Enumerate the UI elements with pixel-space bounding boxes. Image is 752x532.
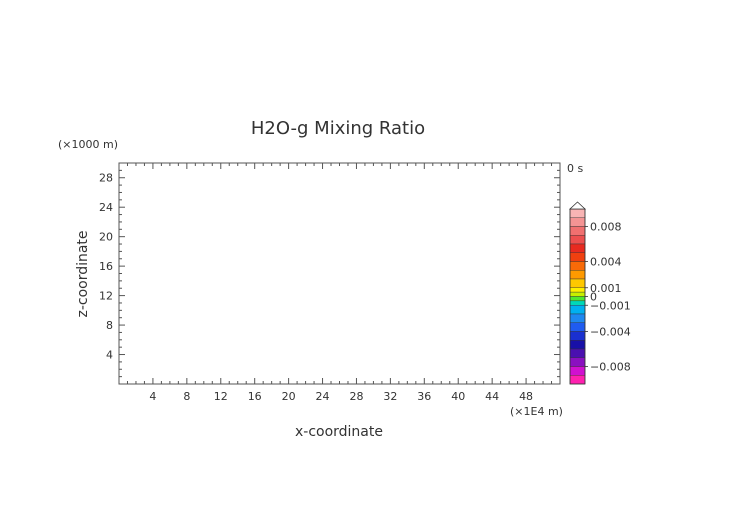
- x-tick-label: 4: [149, 390, 156, 403]
- y-tick-label: 28: [99, 172, 113, 185]
- colorbar-swatch: [569, 296, 586, 302]
- colorbar-swatch: [569, 208, 586, 218]
- x-tick-label: 48: [519, 390, 533, 403]
- time-label: 0 s: [567, 162, 583, 175]
- x-tick-label: 20: [282, 390, 296, 403]
- y-tick-label: 4: [106, 349, 113, 362]
- colorbar-label: 0.008: [590, 221, 622, 234]
- colorbar-swatch: [569, 357, 586, 367]
- x-tick-label: 32: [383, 390, 397, 403]
- colorbar-swatch: [569, 340, 586, 350]
- x-tick-label: 16: [248, 390, 262, 403]
- colorbar-swatch: [569, 291, 586, 297]
- colorbar-swatch: [569, 243, 586, 253]
- x-tick-label: 40: [451, 390, 465, 403]
- colorbar-label: 0.004: [590, 256, 622, 269]
- colorbar-swatch: [569, 278, 586, 288]
- y-tick-label: 8: [106, 319, 113, 332]
- colorbar-label: −0.004: [590, 326, 631, 339]
- chart-title: H2O-g Mixing Ratio: [251, 118, 425, 139]
- colorbar-swatch: [569, 305, 586, 315]
- colorbar-label: −0.008: [590, 361, 631, 374]
- colorbar-swatch: [569, 331, 586, 341]
- colorbar-swatch: [569, 287, 586, 293]
- colorbar-swatch: [569, 217, 586, 227]
- x-tick-label: 28: [349, 390, 363, 403]
- colorbar-swatch: [569, 261, 586, 271]
- colorbar-swatch: [569, 252, 586, 262]
- y-tick-label: 24: [99, 201, 113, 214]
- y-unit-label: (×1000 m): [58, 138, 118, 151]
- y-tick-label: 12: [99, 290, 113, 303]
- x-tick-label: 24: [316, 390, 330, 403]
- colorbar-swatch: [569, 375, 586, 385]
- y-tick-label: 20: [99, 231, 113, 244]
- colorbar-swatch: [569, 235, 586, 245]
- x-tick-label: 44: [485, 390, 499, 403]
- y-axis-label: z-coordinate: [75, 230, 91, 317]
- y-axis: 4 8 12 16 20 24 28: [99, 169, 560, 378]
- colorbar-label: −0.001: [590, 299, 631, 312]
- x-tick-label: 8: [183, 390, 190, 403]
- colorbar-swatch: [569, 348, 586, 358]
- colorbar-swatch: [569, 300, 586, 306]
- x-tick-label: 12: [214, 390, 228, 403]
- colorbar-swatch: [569, 366, 586, 376]
- colorbar-swatch: [569, 322, 586, 332]
- colorbar-label: 0: [590, 291, 597, 304]
- x-axis: 4 8 12 16 20 24 28 32 36 40 44 48: [126, 163, 553, 403]
- colorbar-swatch: [569, 313, 586, 323]
- colorbar-swatch: [569, 270, 586, 280]
- colorbar-label: 0.001: [590, 282, 622, 295]
- x-tick-label: 36: [417, 390, 431, 403]
- plot-frame: [118, 162, 561, 385]
- colorbar-swatch: [569, 226, 586, 236]
- x-unit-label: (×1E4 m): [510, 405, 563, 418]
- colorbar-extend-arrow: [568, 201, 587, 210]
- y-tick-label: 16: [99, 260, 113, 273]
- x-axis-label: x-coordinate: [295, 424, 383, 440]
